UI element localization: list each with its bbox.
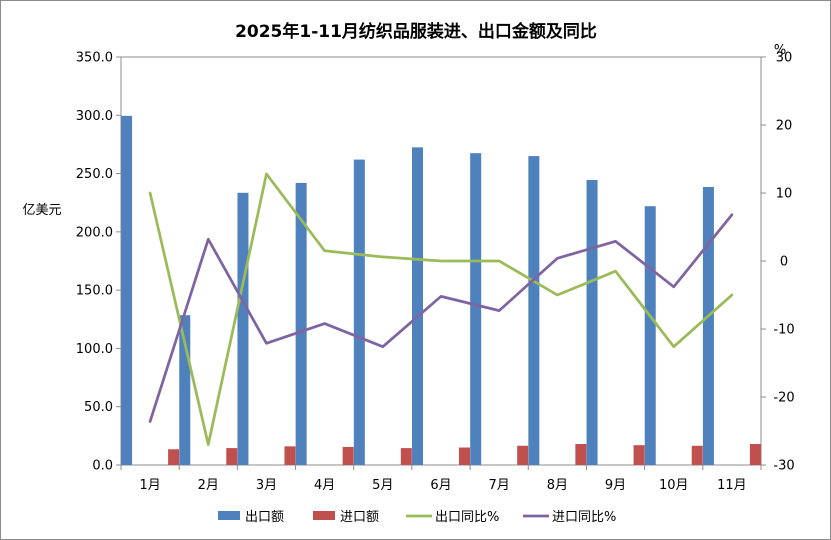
left-tick-label: 50.0	[84, 400, 113, 415]
right-tick-label: -10	[773, 323, 794, 338]
bar-import-8	[575, 444, 587, 465]
bar-import-6	[459, 447, 470, 465]
bar-export-7	[470, 153, 482, 465]
right-tick-label: -30	[773, 459, 794, 474]
bar-export-3	[237, 192, 249, 465]
right-tick-label: 10	[776, 187, 793, 202]
bar-export-11	[702, 186, 714, 465]
left-tick-label: 100.0	[76, 342, 113, 357]
legend-label: 进口同比%	[552, 510, 616, 525]
bar-export-5	[353, 159, 365, 465]
right-tick-label: 0	[780, 255, 788, 270]
bar-import-3	[284, 446, 296, 465]
bar-import-2	[226, 448, 238, 465]
left-tick-label: 300.0	[76, 109, 113, 124]
x-tick-label: 11月	[717, 478, 747, 493]
bar-export-4	[295, 182, 307, 465]
bar-import-4	[342, 446, 354, 465]
bar-export-8	[528, 156, 540, 466]
x-tick-label: 1月	[139, 478, 160, 493]
right-tick-label: 20	[776, 119, 793, 134]
left-tick-label: 350.0	[76, 51, 113, 66]
x-tick-label: 3月	[256, 478, 277, 493]
bar-import-9	[633, 445, 645, 465]
bar-import-5	[400, 448, 412, 465]
bar-import-7	[517, 445, 529, 465]
legend-label: 出口同比%	[435, 510, 499, 525]
bar-import-10	[691, 445, 703, 465]
right-tick-label: 30	[776, 51, 793, 66]
x-tick-label: 9月	[605, 478, 626, 493]
chart-title: 2025年1-11月纺织品服装进、出口金额及同比	[235, 21, 597, 42]
left-tick-label: 0.0	[92, 459, 113, 474]
x-tick-label: 2月	[198, 478, 219, 493]
left-tick-label: 200.0	[76, 225, 113, 240]
legend-swatch	[313, 511, 335, 520]
bar-export-1	[121, 115, 133, 466]
x-axis-ticks: 1月 2月 3月 4月 5月 6月 7月 8月 9月 10月 11月	[120, 465, 762, 493]
left-tick-label: 250.0	[76, 167, 113, 182]
bar-export-2	[179, 315, 191, 465]
right-tick-label: -20	[773, 391, 794, 406]
bar-import-1	[168, 449, 180, 465]
legend-label: 出口额	[245, 510, 284, 525]
right-axis-label: %	[774, 43, 786, 58]
bar-import-11	[749, 444, 761, 465]
line-export-yoy	[148, 172, 734, 446]
x-tick-label: 7月	[489, 478, 510, 493]
bar-export-10	[644, 206, 656, 465]
left-tick-label: 150.0	[76, 284, 113, 299]
x-tick-label: 8月	[547, 478, 568, 493]
bar-series-group	[121, 115, 761, 466]
x-tick-label: 4月	[314, 478, 335, 493]
x-tick-label: 10月	[659, 478, 689, 493]
left-axis-label: 亿美元	[22, 203, 61, 218]
bar-export-6	[412, 147, 423, 466]
legend: 出口额 进口额 出口同比% 进口同比%	[218, 510, 616, 525]
x-tick-label: 5月	[372, 478, 393, 493]
legend-swatch	[218, 511, 240, 520]
line-import-yoy	[148, 213, 734, 423]
right-axis-ticks: -30 -20 -10 0 10 20 30	[761, 51, 795, 474]
bar-export-9	[586, 179, 598, 466]
left-axis-ticks: 0.0 50.0 100.0 150.0 200.0 250.0 300.0 350.0	[76, 51, 121, 474]
legend-label: 进口额	[340, 510, 379, 525]
line-series-group	[148, 172, 734, 446]
x-tick-label: 6月	[430, 478, 451, 493]
